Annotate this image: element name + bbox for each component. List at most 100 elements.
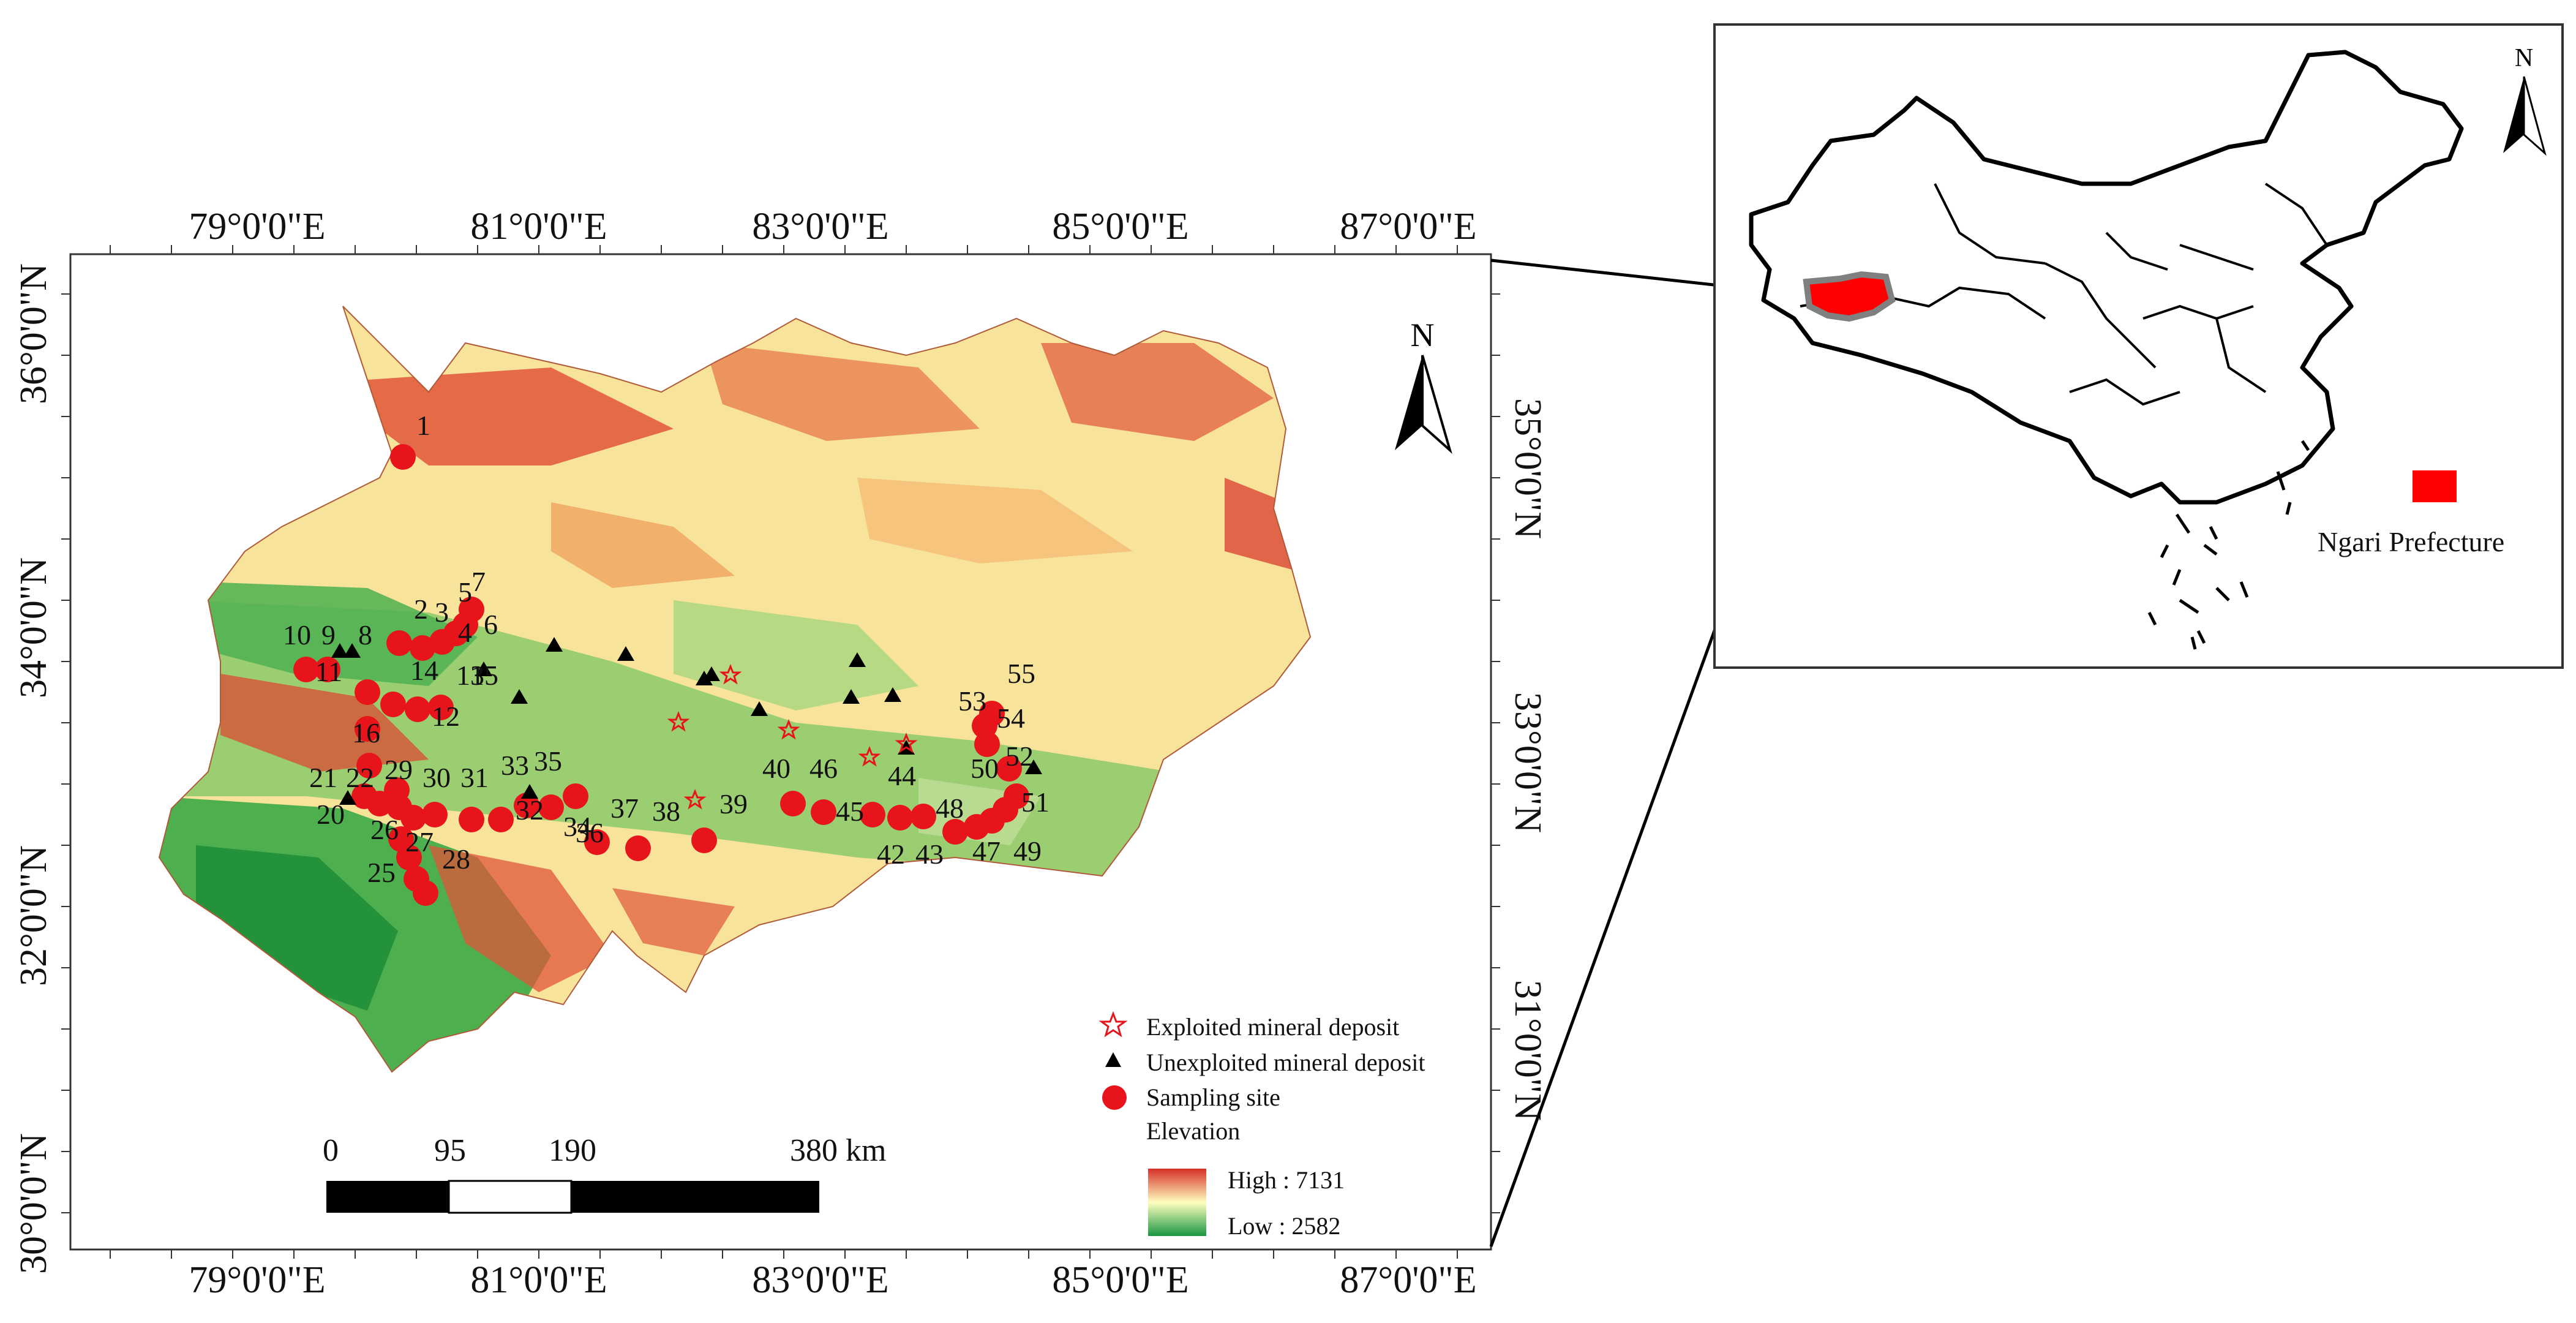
sampling-site — [410, 635, 435, 661]
sampling-site — [538, 794, 564, 820]
site-label: 5 — [458, 576, 472, 608]
top-lon-label: 85°0'0"E — [1052, 206, 1188, 247]
china-outline — [1749, 50, 2464, 505]
exploited-deposit-marker — [895, 732, 918, 753]
unexploited-deposit-marker — [521, 784, 538, 799]
sampling-site — [860, 802, 885, 827]
legend-sampling-label: Sampling site — [1146, 1084, 1280, 1111]
exploited-deposit-marker — [858, 745, 881, 767]
site-label: 44 — [888, 760, 916, 791]
site-label: 3 — [435, 597, 449, 628]
left-lat-label: 30°0'0"N — [13, 1133, 54, 1274]
site-labels: 1 2 3 4 5 6 7 8 9 10 11 12 13 14 15 16 2… — [283, 410, 1050, 888]
site-label: 2 — [414, 594, 428, 625]
sampling-site — [293, 657, 319, 682]
site-label: 21 — [309, 762, 337, 793]
site-label: 25 — [367, 857, 396, 888]
north-arrow-icon — [1395, 355, 1422, 450]
sampling-site — [459, 807, 484, 832]
unexploited-deposit-marker — [751, 701, 768, 716]
sampling-site — [584, 829, 610, 855]
right-lat-label: 35°0'0"N — [1507, 398, 1549, 539]
unexploited-deposit-marker — [849, 652, 866, 667]
north-label: N — [1411, 317, 1435, 353]
site-label: 12 — [432, 701, 460, 732]
exploited-deposit-marker — [719, 663, 742, 685]
site-label: 38 — [652, 796, 680, 827]
sampling-site — [911, 804, 936, 829]
sampling-site — [355, 716, 380, 742]
site-label: 9 — [321, 619, 336, 650]
site-label: 33 — [501, 750, 529, 781]
legend-exploited-label: Exploited mineral deposit — [1146, 1013, 1399, 1041]
sampling-site — [563, 783, 588, 809]
exploited-deposit-marker — [777, 718, 800, 740]
exploited-deposit-marker — [683, 788, 707, 810]
site-label: 22 — [346, 762, 374, 793]
site-label: 40 — [762, 753, 790, 784]
site-label: 49 — [1013, 835, 1042, 867]
site-label: 11 — [315, 656, 342, 687]
site-label: 10 — [283, 619, 311, 650]
sampling-site — [400, 805, 426, 831]
site-label: 4 — [458, 617, 472, 648]
site-label: 54 — [997, 703, 1025, 734]
sampling-site — [396, 845, 422, 870]
unexploited-deposit-marker — [475, 662, 492, 676]
sampling-site — [811, 799, 836, 825]
exploited-legend-icon — [1098, 1011, 1128, 1038]
sampling-site — [390, 444, 416, 470]
inset-north-arrow-icon — [2503, 77, 2524, 153]
unexploited-deposit-marker — [339, 790, 356, 805]
top-lon-label: 81°0'0"E — [470, 206, 607, 247]
site-label: 32 — [516, 794, 544, 826]
south-china-sea-islands — [2147, 440, 2310, 650]
site-label: 8 — [358, 619, 372, 650]
sampling-site — [887, 805, 913, 831]
sampling-site — [315, 657, 340, 682]
site-label: 51 — [1021, 786, 1050, 818]
bottom-lon-label: 81°0'0"E — [470, 1259, 607, 1301]
scale-label: 0 — [323, 1133, 339, 1168]
site-label: 35 — [534, 745, 562, 777]
china-province-lines — [1800, 183, 2328, 406]
site-label: 27 — [405, 826, 434, 858]
ngari-legend-label: Ngari Prefecture — [2318, 526, 2504, 557]
unexploited-deposit-marker — [884, 687, 901, 702]
unexploited-deposit-marker — [511, 689, 528, 704]
site-label: 50 — [971, 753, 999, 784]
exploited-deposits — [667, 663, 918, 810]
site-label: 20 — [317, 799, 345, 830]
site-label: 52 — [1005, 741, 1034, 772]
frame-ticks — [61, 245, 1500, 1259]
sampling-legend-icon — [1102, 1085, 1127, 1110]
site-label: 39 — [719, 788, 748, 820]
site-label: 36 — [576, 817, 604, 848]
site-label: 14 — [410, 655, 438, 686]
site-label: 31 — [460, 762, 489, 793]
site-label: 46 — [809, 753, 838, 784]
legend: Exploited mineral deposit Unexploited mi… — [1098, 1011, 1425, 1240]
legend-unexploited-label: Unexploited mineral deposit — [1146, 1049, 1425, 1076]
sampling-site — [780, 791, 806, 816]
sampling-site — [488, 807, 514, 832]
legend-low-label: Low : 2582 — [1228, 1212, 1340, 1240]
site-label: 29 — [385, 754, 413, 785]
bottom-lon-label: 87°0'0"E — [1340, 1259, 1476, 1301]
sampling-site — [942, 819, 968, 845]
sampling-site — [422, 802, 448, 827]
right-lat-label: 31°0'0"N — [1507, 980, 1549, 1121]
sampling-site — [979, 701, 1005, 726]
sampling-site — [355, 679, 380, 705]
ngari-legend-swatch — [2413, 470, 2457, 502]
unexploited-legend-icon — [1105, 1052, 1121, 1067]
exploited-deposit-marker — [667, 710, 690, 732]
site-label: 55 — [1007, 658, 1035, 689]
legend-elevation-title: Elevation — [1146, 1117, 1240, 1145]
unexploited-deposits — [331, 637, 1042, 805]
ngari-highlight — [1803, 271, 1896, 322]
site-label: 15 — [470, 660, 498, 691]
site-label: 13 — [456, 660, 484, 691]
sampling-site — [428, 695, 454, 720]
